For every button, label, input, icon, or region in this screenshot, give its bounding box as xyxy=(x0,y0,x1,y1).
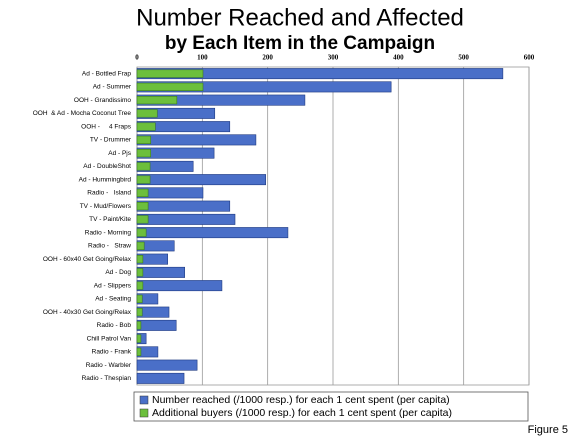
y-tick-label: Ad - Pjs xyxy=(108,150,132,157)
bar xyxy=(136,294,143,304)
y-tick-label: Radio - Bob xyxy=(97,322,132,329)
y-tick-label: Radio - Morning xyxy=(85,229,132,236)
y-tick-label: OOH - 4 Fraps xyxy=(81,123,132,130)
bar xyxy=(136,188,149,198)
bar xyxy=(136,69,204,78)
y-tick-label: TV - Paint/Kite xyxy=(89,216,131,223)
bar xyxy=(136,135,152,145)
y-tick-label: Radio - Thespian xyxy=(82,375,132,382)
y-tick-label: Radio - Warbler xyxy=(86,362,132,369)
bar xyxy=(136,254,144,264)
bar xyxy=(136,359,198,371)
bar xyxy=(136,307,143,317)
legend-swatch xyxy=(139,408,149,418)
bar xyxy=(136,228,147,237)
bar xyxy=(136,319,177,331)
y-tick-label: OOH - Grandissimo xyxy=(74,97,131,104)
y-tick-label: Ad - Hummingbird xyxy=(79,176,132,183)
bar xyxy=(136,241,145,251)
y-tick-label: OOH & Ad - Mocha Coconut Tree xyxy=(33,110,132,117)
y-tick-label: Radio - Frank xyxy=(92,349,132,356)
bar xyxy=(136,82,204,92)
bar xyxy=(136,280,223,292)
bar xyxy=(136,174,267,186)
y-tick-label: Ad - Seating xyxy=(95,296,131,303)
bar xyxy=(136,109,158,118)
y-tick-label: TV - Mud/Flowers xyxy=(80,203,132,210)
chart-title: Number Reached and Affected xyxy=(136,4,464,31)
x-tick-label: 300 xyxy=(328,54,339,62)
bar xyxy=(136,266,185,278)
y-tick-label: Ad - DoubleShot xyxy=(83,163,131,170)
x-tick-label: 500 xyxy=(458,54,469,62)
bar xyxy=(136,321,142,330)
x-tick-label: 600 xyxy=(524,54,535,62)
bar xyxy=(136,162,151,171)
y-tick-label: Ad - Bottled Frap xyxy=(82,70,132,77)
y-tick-label: Ad - Slippers xyxy=(94,282,132,289)
bar xyxy=(136,372,185,384)
y-tick-label: Ad - Summer xyxy=(93,84,132,91)
y-tick-label: Chill Patrol Van xyxy=(87,335,132,342)
y-tick-label: Ad - Dog xyxy=(105,269,131,276)
legend-box xyxy=(133,391,529,422)
bar xyxy=(136,281,144,290)
x-tick-label: 0 xyxy=(135,54,139,62)
bar xyxy=(136,227,289,239)
y-tick-label: OOH - 40x30 Get Going/Relax xyxy=(43,309,132,316)
bar xyxy=(136,347,142,357)
x-tick-label: 200 xyxy=(262,54,273,62)
bar xyxy=(136,201,149,211)
y-tick-label: Radio - Straw xyxy=(88,243,131,250)
legend-swatch xyxy=(139,395,149,405)
bar xyxy=(136,200,231,212)
bar xyxy=(136,148,152,158)
bar xyxy=(136,215,149,224)
bar xyxy=(136,213,236,225)
chart-subtitle: by Each Item in the Campaign xyxy=(165,33,435,54)
y-tick-label: TV - Drummer xyxy=(90,137,132,144)
x-tick-label: 400 xyxy=(393,54,404,62)
bar xyxy=(136,268,144,277)
bar xyxy=(136,134,257,146)
legend-label: Number reached (/1000 resp.) for each 1 … xyxy=(152,394,450,406)
y-tick-label: OOH - 60x40 Get Going/Relax xyxy=(43,256,132,263)
x-tick-label: 100 xyxy=(197,54,208,62)
bar xyxy=(136,122,156,131)
bar xyxy=(136,95,178,105)
legend-label: Additional buyers (/1000 resp.) for each… xyxy=(152,407,452,419)
bar xyxy=(136,334,142,343)
bar xyxy=(136,175,151,184)
y-tick-label: Radio - Island xyxy=(87,190,131,197)
figure-label: Figure 5 xyxy=(528,424,568,436)
